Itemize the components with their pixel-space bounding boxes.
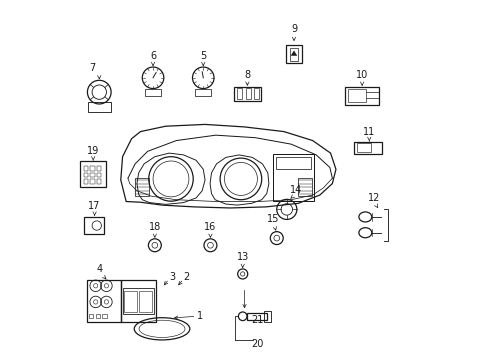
Text: 14: 14 <box>289 185 301 195</box>
Text: 12: 12 <box>367 193 380 203</box>
Bar <box>83 173 88 177</box>
Bar <box>97 166 101 171</box>
Bar <box>90 166 94 171</box>
Bar <box>245 88 250 99</box>
Bar <box>88 102 110 112</box>
Bar <box>96 315 100 318</box>
Text: 5: 5 <box>200 51 206 60</box>
Bar <box>348 89 365 102</box>
Bar <box>344 87 379 105</box>
Bar <box>124 291 137 312</box>
Bar <box>195 89 211 96</box>
Text: 13: 13 <box>236 252 248 262</box>
Bar <box>246 313 266 320</box>
Text: 20: 20 <box>250 339 263 349</box>
Bar <box>90 179 94 184</box>
Bar <box>289 48 298 60</box>
Bar <box>285 45 302 63</box>
Polygon shape <box>290 51 296 55</box>
Text: 8: 8 <box>244 69 250 80</box>
Bar <box>264 311 271 322</box>
Bar <box>83 166 88 171</box>
Bar <box>253 88 258 99</box>
Bar <box>145 89 161 96</box>
Bar <box>353 142 382 154</box>
Text: 7: 7 <box>89 63 95 73</box>
Bar <box>89 315 93 318</box>
Bar <box>356 143 370 152</box>
Text: 19: 19 <box>87 146 99 156</box>
Text: 4: 4 <box>96 264 102 274</box>
Bar <box>139 291 152 312</box>
Text: 9: 9 <box>290 24 296 34</box>
Bar <box>83 217 104 234</box>
Text: 10: 10 <box>355 70 367 80</box>
Bar <box>86 280 121 321</box>
Text: 3: 3 <box>169 272 175 282</box>
Bar <box>273 154 314 201</box>
Bar <box>83 179 88 184</box>
Bar <box>276 157 310 169</box>
Bar <box>102 315 106 318</box>
Bar <box>90 173 94 177</box>
Bar <box>135 178 149 196</box>
Bar <box>237 88 242 99</box>
Text: 11: 11 <box>363 127 375 137</box>
Bar <box>80 161 106 187</box>
Bar <box>298 178 311 196</box>
Text: 6: 6 <box>150 51 156 60</box>
Bar <box>122 288 154 315</box>
Bar <box>121 280 156 321</box>
Text: 16: 16 <box>204 222 216 231</box>
Text: 1: 1 <box>196 311 203 320</box>
Bar <box>97 179 101 184</box>
Bar <box>233 87 261 101</box>
Text: 2: 2 <box>183 272 189 282</box>
Text: 15: 15 <box>266 215 279 225</box>
Bar <box>97 173 101 177</box>
Text: 21: 21 <box>250 315 263 325</box>
Text: 17: 17 <box>88 201 101 211</box>
Text: 18: 18 <box>148 222 161 231</box>
